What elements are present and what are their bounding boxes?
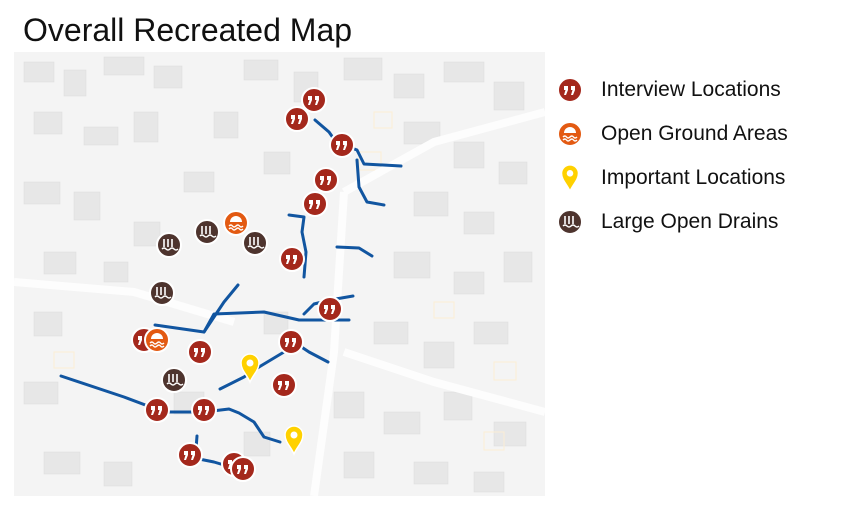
legend-label: Large Open Drains [601,210,779,233]
interview-location-marker[interactable] [271,372,297,398]
interview-location-marker[interactable] [187,339,213,365]
map-legend: Interview Locations Open Ground Areas Im… [555,68,788,244]
interview-location-marker[interactable] [317,296,343,322]
pin-marker-icon [555,163,585,193]
quote-marker-icon [555,75,585,105]
interview-location-marker[interactable] [278,329,304,355]
large-open-drain-marker[interactable] [194,219,220,245]
large-open-drain-marker[interactable] [242,230,268,256]
interview-location-marker[interactable] [301,87,327,113]
interview-location-marker[interactable] [177,442,203,468]
interview-location-marker[interactable] [144,397,170,423]
drain-marker-icon [555,207,585,237]
interview-location-marker[interactable] [191,397,217,423]
large-open-drain-marker[interactable] [156,232,182,258]
legend-item-open-ground-areas: Open Ground Areas [555,112,788,156]
large-open-drain-marker[interactable] [161,367,187,393]
large-open-drain-marker[interactable] [149,280,175,306]
legend-item-large-open-drains: Large Open Drains [555,200,788,244]
water-wave-marker-icon [555,119,585,149]
map-canvas[interactable] [14,52,545,496]
open-ground-area-marker[interactable] [144,327,170,353]
interview-location-marker[interactable] [313,167,339,193]
legend-label: Important Locations [601,166,786,189]
interview-location-marker[interactable] [279,246,305,272]
legend-label: Interview Locations [601,78,781,101]
open-ground-area-marker[interactable] [223,210,249,236]
legend-item-important-locations: Important Locations [555,156,788,200]
interview-location-marker[interactable] [302,191,328,217]
interview-location-marker[interactable] [230,456,256,482]
interview-location-marker[interactable] [284,106,310,132]
interview-location-marker[interactable] [329,132,355,158]
legend-label: Open Ground Areas [601,122,788,145]
map-title: Overall Recreated Map [23,12,353,48]
legend-item-interview-locations: Interview Locations [555,68,788,112]
